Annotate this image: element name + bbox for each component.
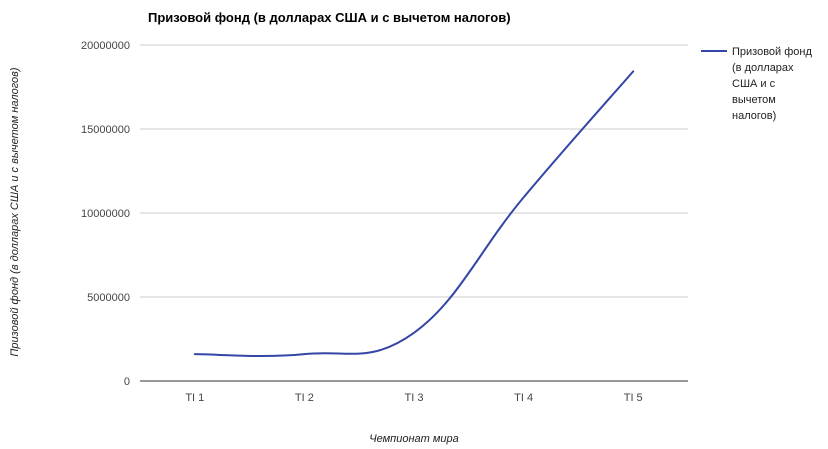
data-point — [192, 352, 197, 357]
y-axis-title: Призовой фонд (в долларах США и с вычето… — [9, 67, 21, 356]
x-axis-ticks: TI 1 TI 2 TI 3 TI 4 TI 5 — [185, 392, 642, 404]
legend-label: вычетом — [732, 94, 776, 106]
chart-title: Призовой фонд (в долларах США и с вычето… — [148, 10, 511, 25]
y-tick-label: 10000000 — [81, 208, 130, 220]
legend-label: Призовой фонд — [732, 46, 812, 58]
data-point — [302, 352, 307, 357]
legend-label: налогов) — [732, 110, 776, 122]
y-axis-ticks: 0 5000000 10000000 15000000 20000000 — [81, 40, 130, 388]
x-tick-label: TI 2 — [295, 392, 314, 404]
y-tick-label: 15000000 — [81, 124, 130, 136]
legend-label: США и с — [732, 78, 776, 90]
x-tick-label: TI 5 — [624, 392, 643, 404]
data-point — [631, 69, 636, 74]
x-tick-label: TI 3 — [405, 392, 424, 404]
series-layer — [192, 69, 636, 358]
legend-label: (в долларах — [732, 62, 794, 74]
data-point — [412, 330, 417, 335]
legend: Призовой фонд (в долларах США и с вычетом на… — [701, 46, 812, 122]
y-tick-label: 5000000 — [87, 292, 130, 304]
data-point — [521, 195, 526, 200]
x-axis-title: Чемпионат мира — [369, 433, 459, 445]
x-tick-label: TI 1 — [185, 392, 204, 404]
x-tick-label: TI 4 — [514, 392, 533, 404]
y-tick-label: 0 — [124, 376, 130, 388]
series-line — [193, 70, 635, 358]
grid-lines — [140, 44, 688, 382]
y-tick-label: 20000000 — [81, 40, 130, 52]
